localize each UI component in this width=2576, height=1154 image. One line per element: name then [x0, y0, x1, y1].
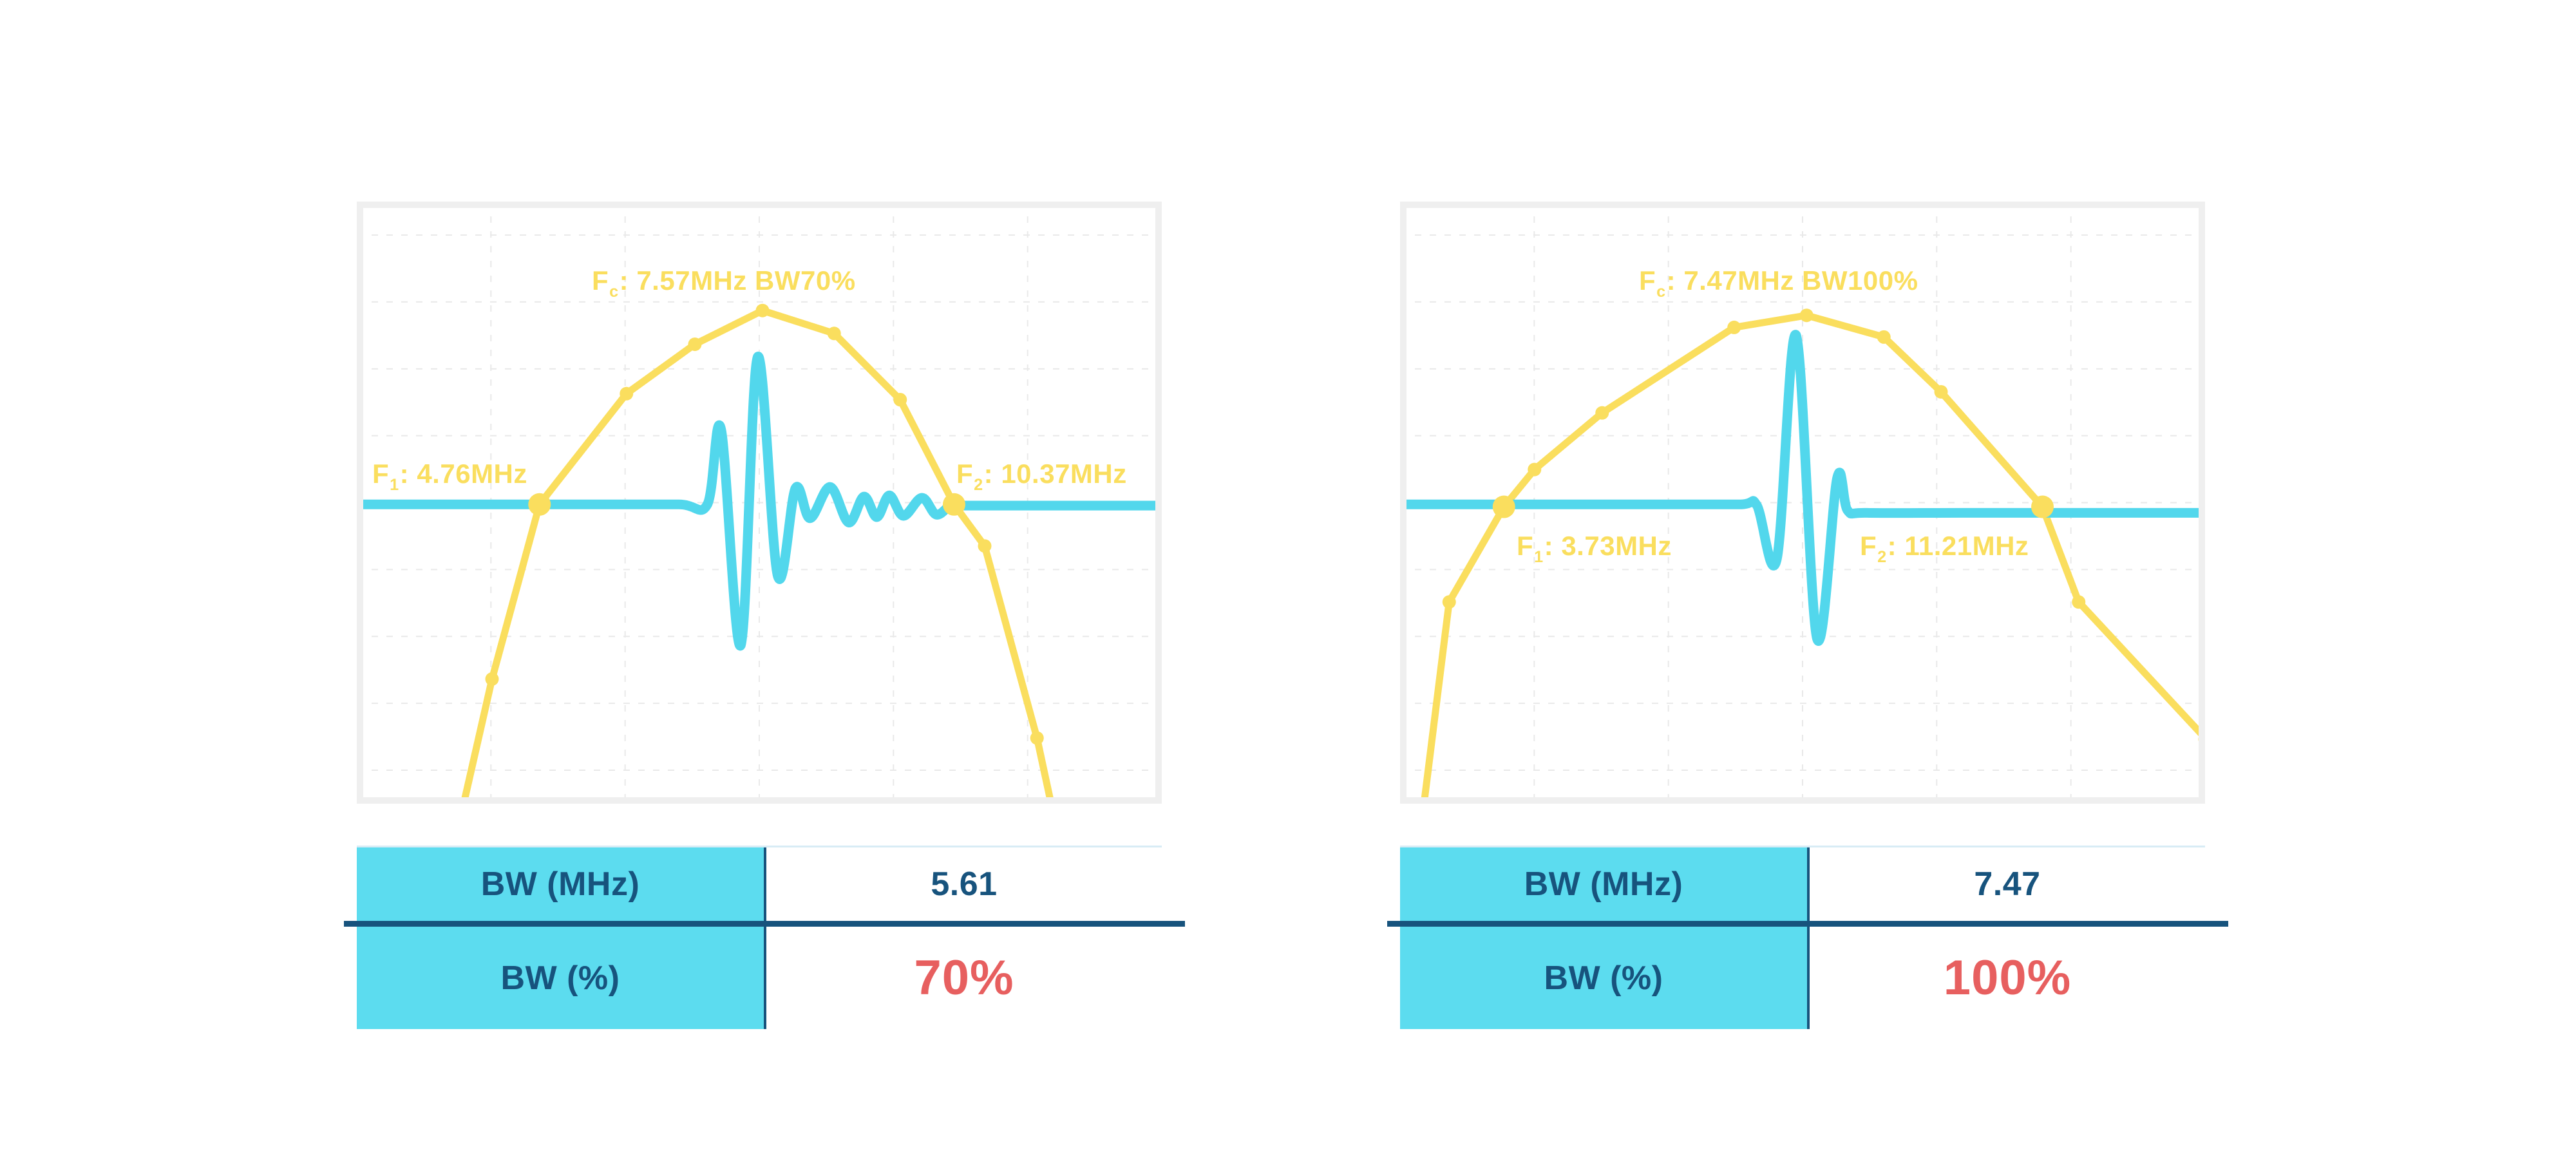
f1-subscript: 1 [1534, 548, 1544, 567]
fc-symbol: F [592, 265, 609, 296]
bandwidth-table: BW (MHz) 7.47 BW (%) 100% [1387, 846, 2228, 1029]
bw-percent-label: BW (%) [500, 959, 620, 997]
f2-symbol: F [956, 459, 974, 489]
f1-symbol: F [1517, 531, 1534, 561]
bw-percent-value: 100% [1943, 951, 2072, 1005]
fc-subscript: c [1656, 283, 1666, 301]
fc-value-text: : 7.57MHz BW70% [619, 265, 856, 296]
table-top-border [1400, 846, 2205, 847]
table-top-border [357, 846, 1162, 847]
table-cell-bw-percent-value: 100% [1810, 927, 2205, 1029]
table-header-bw-mhz: BW (MHz) [357, 847, 764, 921]
f2-subscript: 2 [1877, 548, 1887, 567]
table-column-divider [764, 847, 766, 1029]
f2-subscript: 2 [974, 476, 983, 495]
table-cell-bw-mhz-value: 5.61 [766, 847, 1162, 921]
table-cell-bw-percent-value: 70% [766, 927, 1162, 1029]
bw-mhz-value: 5.61 [931, 866, 998, 903]
lower-frequency-annotation: F1: 3.73MHz [1517, 531, 1672, 567]
fc-subscript: c [609, 283, 619, 301]
f1-symbol: F [372, 459, 390, 489]
table-cell-bw-mhz-value: 7.47 [1810, 847, 2205, 921]
lower-frequency-annotation: F1: 4.76MHz [372, 459, 527, 495]
spectrum-chart-svg [357, 202, 1162, 804]
bandwidth-panel-70: Fc: 7.57MHz BW70% F1: 4.76MHz F2: 10.37M… [344, 202, 1185, 1029]
f1-value-text: : 3.73MHz [1544, 531, 1672, 561]
f1-subscript: 1 [390, 476, 399, 495]
bw-mhz-label: BW (MHz) [480, 866, 640, 903]
bw-percent-value: 70% [914, 951, 1014, 1005]
bw-mhz-value: 7.47 [1974, 866, 2041, 903]
table-header-bw-mhz: BW (MHz) [1400, 847, 1807, 921]
upper-frequency-annotation: F2: 11.21MHz [1860, 531, 2029, 567]
spectrum-plot-70: Fc: 7.57MHz BW70% F1: 4.76MHz F2: 10.37M… [357, 202, 1162, 804]
bandwidth-panel-100: Fc: 7.47MHz BW100% F1: 3.73MHz F2: 11.21… [1387, 202, 2228, 1029]
bandwidth-table: BW (MHz) 5.61 BW (%) 70% [344, 846, 1185, 1029]
f1-value-text: : 4.76MHz [399, 459, 527, 489]
center-frequency-annotation: Fc: 7.47MHz BW100% [1639, 265, 1918, 301]
f2-value-text: : 11.21MHz [1887, 531, 2029, 561]
spectrum-plot-100: Fc: 7.47MHz BW100% F1: 3.73MHz F2: 11.21… [1400, 202, 2205, 804]
fc-symbol: F [1639, 265, 1656, 296]
table-column-divider [1807, 847, 1810, 1029]
fc-value-text: : 7.47MHz BW100% [1666, 265, 1918, 296]
f2-value-text: : 10.37MHz [983, 459, 1127, 489]
spectrum-chart-svg [1400, 202, 2205, 804]
bw-mhz-label: BW (MHz) [1524, 866, 1683, 903]
bw-percent-label: BW (%) [1544, 959, 1663, 997]
table-header-bw-percent: BW (%) [357, 927, 764, 1029]
f2-symbol: F [1860, 531, 1877, 561]
table-header-bw-percent: BW (%) [1400, 927, 1807, 1029]
center-frequency-annotation: Fc: 7.57MHz BW70% [592, 265, 856, 301]
upper-frequency-annotation: F2: 10.37MHz [956, 459, 1127, 495]
